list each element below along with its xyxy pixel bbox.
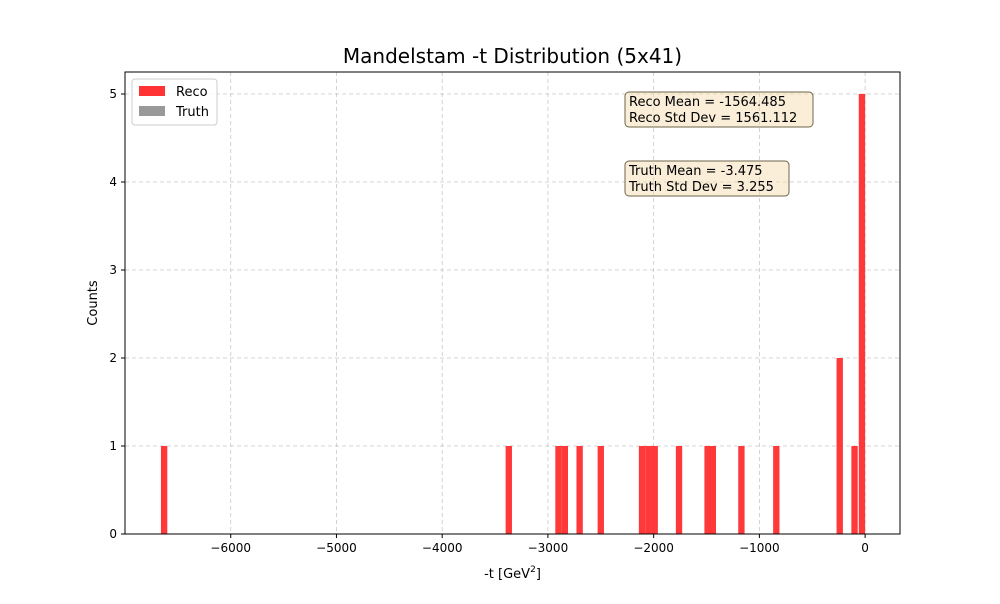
- y-tick-label: 4: [109, 175, 117, 189]
- histogram-bar-reco: [738, 446, 745, 534]
- reco-mean-text: Reco Mean = -1564.485: [629, 95, 786, 110]
- histogram-bar-reco: [638, 446, 646, 534]
- y-tick-label: 5: [109, 87, 117, 101]
- x-tick-label: −2000: [633, 541, 674, 555]
- legend-label-reco: Reco: [176, 85, 208, 100]
- histogram-bar-reco: [704, 446, 711, 534]
- y-tick-label: 3: [109, 263, 117, 277]
- reco-std-text: Reco Std Dev = 1561.112: [629, 111, 797, 126]
- x-axis-label: -t [GeV2]: [484, 565, 541, 582]
- histogram-bar-reco: [160, 446, 168, 534]
- histogram-bar-reco: [858, 94, 866, 534]
- legend-swatch-truth: [139, 106, 165, 116]
- x-tick-label: −4000: [422, 541, 463, 555]
- y-tick-label: 1: [109, 439, 117, 453]
- y-tick-label: 0: [109, 527, 117, 541]
- reco-stats-box: Reco Mean = -1564.485 Reco Std Dev = 156…: [624, 91, 814, 128]
- y-tick-label: 2: [109, 351, 117, 365]
- histogram-bar-reco: [555, 446, 562, 534]
- plot-frame: [124, 71, 901, 535]
- histogram-bar-reco: [561, 446, 569, 534]
- legend-swatch-reco: [139, 86, 165, 96]
- x-tick-label: 0: [861, 541, 869, 555]
- truth-std-text: Truth Std Dev = 3.255: [628, 180, 774, 195]
- x-tick-label: −1000: [739, 541, 780, 555]
- histogram-bar-reco: [773, 446, 780, 534]
- truth-stats-box: Truth Mean = -3.475 Truth Std Dev = 3.25…: [624, 160, 790, 197]
- histogram-bar-reco: [505, 446, 512, 534]
- histogram-bar-reco: [651, 446, 658, 534]
- x-tick-label: −6000: [210, 541, 251, 555]
- x-tick-label: −3000: [528, 541, 569, 555]
- histogram-bar-reco: [645, 446, 652, 534]
- x-tick-label: −5000: [316, 541, 357, 555]
- legend: Reco Truth: [131, 78, 218, 126]
- histogram-bar-reco: [597, 446, 604, 534]
- histogram-bar-reco: [836, 358, 843, 534]
- x-axis-label-superscript: 2: [530, 565, 536, 575]
- y-axis-label: Counts: [86, 280, 101, 326]
- histogram-bar-reco: [851, 446, 858, 534]
- truth-mean-text: Truth Mean = -3.475: [628, 164, 763, 179]
- histogram-bar-reco: [675, 446, 683, 534]
- legend-label-truth: Truth: [175, 105, 209, 120]
- histogram-bar-reco: [576, 446, 583, 534]
- histogram-bar-reco: [709, 446, 717, 534]
- chart-title: Mandelstam -t Distribution (5x41): [343, 44, 682, 68]
